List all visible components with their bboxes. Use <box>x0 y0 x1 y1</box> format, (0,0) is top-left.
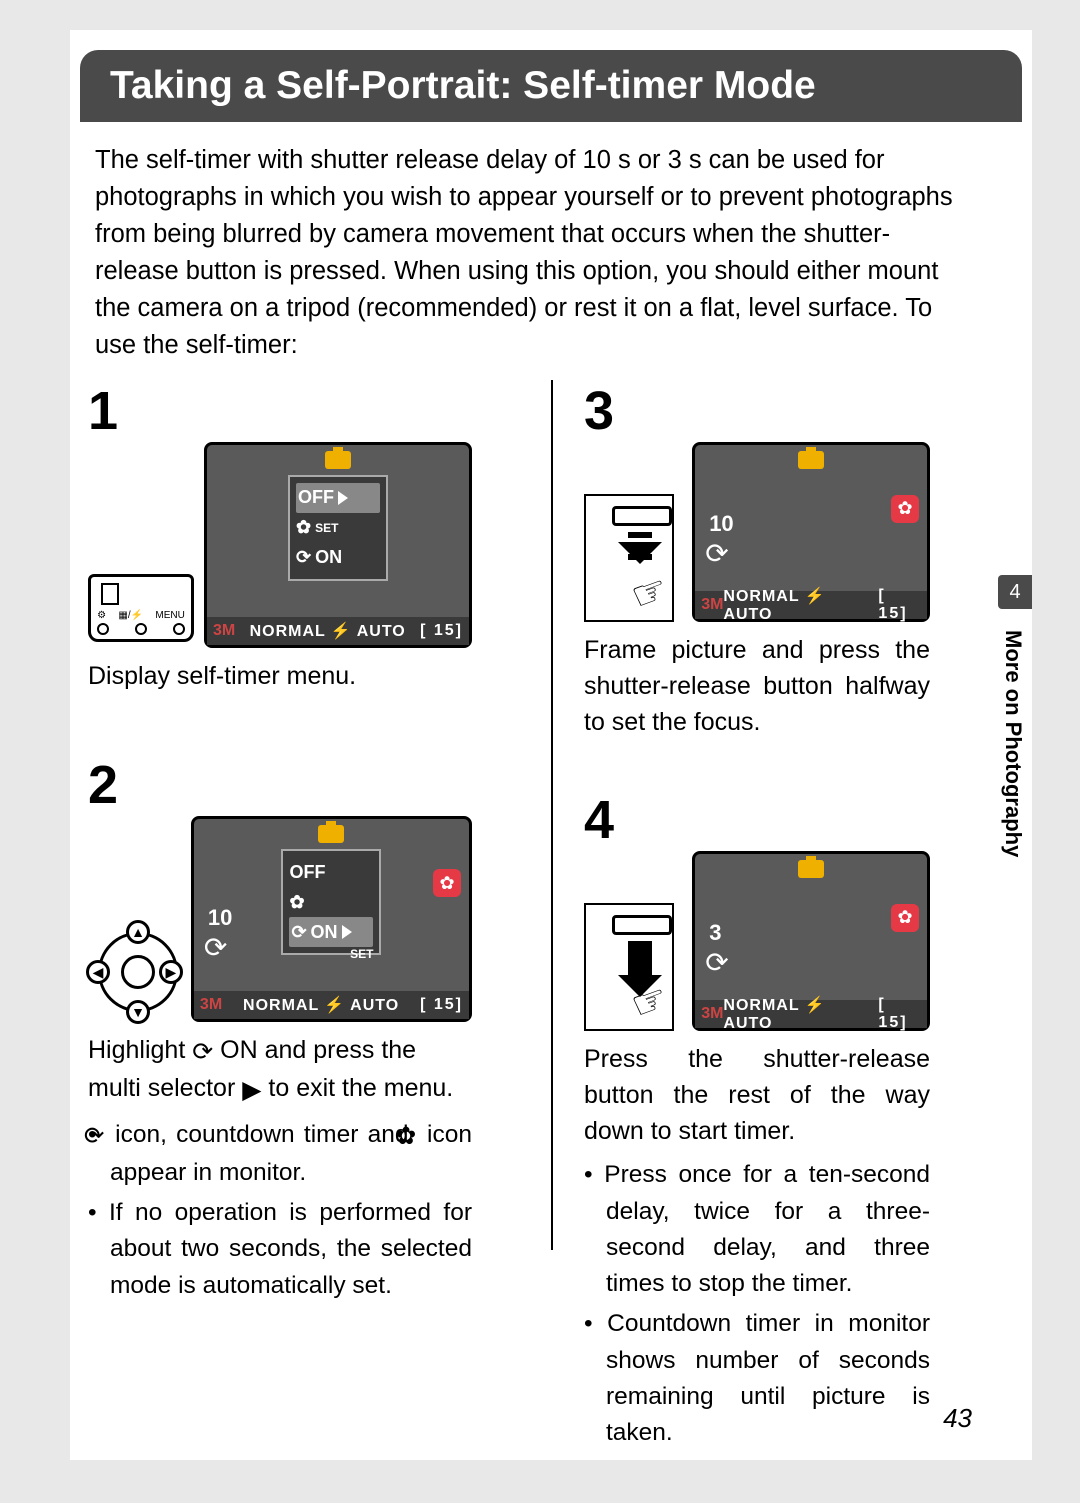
self-timer-icon: ⟳ <box>204 931 227 964</box>
step-4: 4 ☞ 3 ⟳ <box>584 789 982 1456</box>
shutter-half-press-illustration: ☞ <box>584 494 674 622</box>
step-body: ▲▼ ◀▶ OFF ✿ ⟳ON SET 1 <box>88 816 472 1308</box>
menu-off: OFF <box>298 487 334 508</box>
multi-selector-illustration: ▲▼ ◀▶ <box>88 922 181 1022</box>
step-body: ☞ 10 ⟳ 3M NORMAL ⚡ AUTO [ 15] <box>584 442 930 741</box>
lcd-screen: 10 ⟳ 3M NORMAL ⚡ AUTO [ 15] <box>692 442 930 622</box>
page-number: 43 <box>943 1403 972 1434</box>
page-title: Taking a Self-Portrait: Self-timer Mode <box>110 64 816 107</box>
page: Taking a Self-Portrait: Self-timer Mode … <box>70 30 1032 1460</box>
step-2-notes: ⟳ icon, countdown timer and ✿ icon appea… <box>88 1117 472 1304</box>
step-3-diagram: ☞ 10 ⟳ 3M NORMAL ⚡ AUTO [ 15] <box>584 442 930 622</box>
selector-arrow-icon <box>342 925 352 939</box>
step-number: 3 <box>584 380 632 442</box>
lcd-screen: OFF ✿ ⟳ON SET 10 ⟳ 3M NORMAL ⚡ AUTO [ 15… <box>191 816 472 1022</box>
macro-icon <box>891 904 919 932</box>
self-timer-icon: ⟳ <box>192 1034 213 1070</box>
right-arrow-icon: ▶ <box>242 1072 261 1108</box>
camera-back-illustration: ⚙▦/⚡MENU <box>88 574 194 648</box>
camera-mode-icon <box>318 825 344 843</box>
macro-icon <box>433 869 461 897</box>
macro-icon <box>891 495 919 523</box>
menu-on: ON <box>311 922 338 943</box>
selector-arrow-icon <box>338 491 348 505</box>
menu-on: ON <box>315 547 342 568</box>
countdown-value: 10 <box>208 905 232 931</box>
step-2: 2 ▲▼ ◀▶ OFF ✿ <box>88 754 524 1308</box>
countdown-value: 3 <box>709 920 721 946</box>
right-column: 3 ☞ 10 ⟳ <box>550 380 1012 1503</box>
lcd-status-bar: 3M NORMAL ⚡ AUTO [ 15] <box>695 591 927 619</box>
note: If no operation is performed for about t… <box>88 1195 472 1304</box>
left-column: 1 ⚙▦/⚡MENU OFF <box>88 380 550 1503</box>
step-1-diagram: ⚙▦/⚡MENU OFF ✿ SET ⟳ON <box>88 442 472 648</box>
column-divider <box>551 380 553 1250</box>
step-number: 1 <box>88 380 136 442</box>
shutter-full-press-illustration: ☞ <box>584 903 674 1031</box>
step-body: ☞ 3 ⟳ 3M NORMAL ⚡ AUTO [ 15] <box>584 851 930 1456</box>
menu-set: SET <box>315 521 338 535</box>
status-mode: NORMAL ⚡ AUTO <box>250 621 406 641</box>
countdown-value: 10 <box>709 511 733 537</box>
step-number: 2 <box>88 754 136 816</box>
step-3-caption: Frame picture and press the shutter-rele… <box>584 632 930 741</box>
camera-mode-icon <box>325 451 351 469</box>
note: Press once for a ten-second delay, twice… <box>584 1157 930 1302</box>
step-4-caption: Press the shutter-release button the res… <box>584 1041 930 1150</box>
step-4-notes: Press once for a ten-second delay, twice… <box>584 1157 930 1451</box>
self-timer-icon: ⟳ <box>705 946 728 979</box>
camera-mode-icon <box>798 451 824 469</box>
intro-paragraph: The self-timer with shutter release dela… <box>70 122 1032 380</box>
lcd-status-bar: 3M NORMAL ⚡ AUTO [ 15] <box>207 617 469 645</box>
status-remaining: [ 15] <box>420 622 463 640</box>
step-1-caption: Display self-timer menu. <box>88 658 472 694</box>
section-tab: 4 <box>998 575 1032 609</box>
note: ⟳ icon, countdown timer and ✿ icon appea… <box>88 1117 472 1192</box>
lcd-screen: 3 ⟳ 3M NORMAL ⚡ AUTO [ 15] <box>692 851 930 1031</box>
lcd-screen: OFF ✿ SET ⟳ON 3M NORMAL ⚡ AUTO [ 15] <box>204 442 472 648</box>
step-3: 3 ☞ 10 ⟳ <box>584 380 982 741</box>
note: Countdown timer in monitor shows number … <box>584 1306 930 1451</box>
self-timer-icon: ⟳ <box>705 537 728 570</box>
section-label: More on Photography <box>1000 630 1026 857</box>
step-2-diagram: ▲▼ ◀▶ OFF ✿ ⟳ON SET 1 <box>88 816 472 1022</box>
step-1: 1 ⚙▦/⚡MENU OFF <box>88 380 524 694</box>
lcd-status-bar: 3M NORMAL ⚡ AUTO [ 15] <box>194 991 469 1019</box>
lcd-status-bar: 3M NORMAL ⚡ AUTO [ 15] <box>695 1000 927 1028</box>
menu-off: OFF <box>289 862 325 883</box>
status-size: 3M <box>213 622 235 640</box>
page-title-bar: Taking a Self-Portrait: Self-timer Mode <box>80 50 1022 122</box>
step-2-caption: Highlight ⟳ ON and press the multi selec… <box>88 1032 472 1109</box>
section-number: 4 <box>1009 581 1020 604</box>
step-4-diagram: ☞ 3 ⟳ 3M NORMAL ⚡ AUTO [ 15] <box>584 851 930 1031</box>
camera-mode-icon <box>798 860 824 878</box>
steps-container: 1 ⚙▦/⚡MENU OFF <box>70 380 1032 1503</box>
self-timer-menu: OFF ✿ ⟳ON SET <box>281 849 381 955</box>
self-timer-menu: OFF ✿ SET ⟳ON <box>288 475 388 581</box>
menu-set: SET <box>289 947 373 961</box>
step-number: 4 <box>584 789 632 851</box>
step-body: ⚙▦/⚡MENU OFF ✿ SET ⟳ON <box>88 442 472 694</box>
